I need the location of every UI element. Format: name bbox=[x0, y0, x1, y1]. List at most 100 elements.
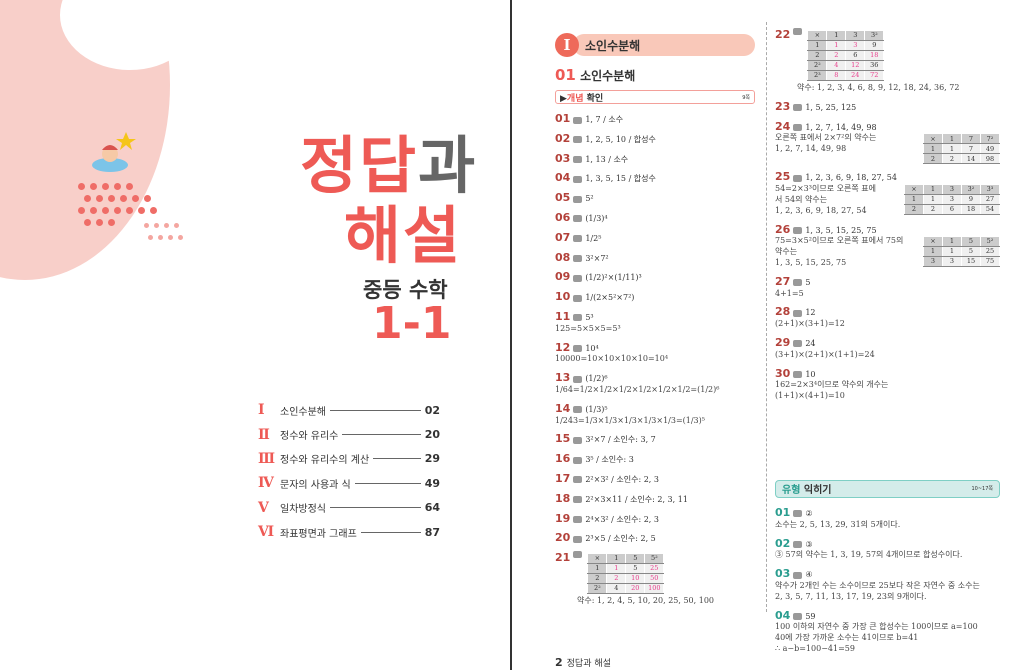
explanation-with-table: 54=2×3³이므로 오른쪽 표에 서 54의 약수는 1, 2, 3, 6, 9,… bbox=[775, 184, 1000, 216]
column-divider bbox=[766, 22, 767, 612]
answer-icon bbox=[573, 294, 583, 302]
explanation: 소수는 2, 5, 13, 29, 31의 5개이다. bbox=[775, 520, 1000, 531]
answer-value: (1/3)⁵ bbox=[585, 404, 608, 414]
cover-title-2: 해설 bbox=[344, 199, 463, 272]
table-cell: 3 bbox=[942, 256, 962, 268]
table-row: 2 2 14 98 bbox=[923, 153, 1000, 165]
dot bbox=[96, 195, 103, 202]
answer-entry: 07 1/2⁵ bbox=[555, 231, 755, 245]
toc-item[interactable]: Ⅵ 좌표평면과 그래프 87 bbox=[258, 520, 440, 544]
explanation: 4+1=5 bbox=[775, 289, 1000, 300]
table-cell: 49 bbox=[980, 143, 1000, 155]
table-cell: 2 bbox=[923, 204, 943, 216]
answer-number: 20 bbox=[555, 531, 571, 545]
answer-entry: 19 2⁴×3² / 소인수: 2, 3 bbox=[555, 512, 755, 526]
explanation-line: 162=2×3⁴이므로 약수의 개수는 bbox=[775, 380, 889, 390]
explanation: ③ 57의 약수는 1, 3, 19, 57의 4개이므로 합성수이다. bbox=[775, 550, 1000, 561]
answer-entry: 06 (1/3)⁴ bbox=[555, 211, 755, 225]
answer-head: 05 5² bbox=[555, 191, 755, 205]
table-cell: 7² bbox=[980, 133, 1000, 145]
answer-head: 27 5 bbox=[775, 275, 1000, 289]
explanation-line: 1/243=1/3×1/3×1/3×1/3×1/3=(1/3)⁵ bbox=[555, 415, 705, 425]
table-row: 1 1 5 25 bbox=[923, 246, 1000, 258]
answer-value: (1/2)⁶ bbox=[585, 374, 608, 384]
toc-label: 문자의 사용과 식 bbox=[280, 479, 351, 491]
table-cell: 5 bbox=[961, 246, 981, 258]
answer-head: 15 3²×7 / 소인수: 3, 7 bbox=[555, 432, 755, 446]
answer-icon bbox=[573, 136, 583, 144]
answer-number: 30 bbox=[775, 366, 791, 380]
toc-chapter-number: Ⅱ bbox=[258, 426, 270, 443]
dot bbox=[154, 223, 159, 228]
answer-icon bbox=[573, 436, 583, 444]
answer-head: 20 2³×5 / 소인수: 2, 5 bbox=[555, 531, 755, 545]
explanation-line: 75=3×5²이므로 오른쪽 표에서 75의 bbox=[775, 236, 904, 246]
table-cell: 24 bbox=[845, 70, 866, 81]
dot bbox=[96, 219, 103, 226]
table-cell: 2 bbox=[606, 573, 627, 585]
answer-icon bbox=[573, 116, 583, 124]
cover-subject: 중등 수학 bbox=[363, 278, 448, 302]
table-cell: 8 bbox=[826, 70, 847, 81]
toc-item[interactable]: Ⅰ 소인수분해 02 bbox=[258, 398, 440, 422]
chapter-header: Ⅰ 소인수분해 bbox=[555, 32, 755, 58]
answer-number: 02 bbox=[775, 536, 791, 550]
explanation: 75=3×5²이므로 오른쪽 표에서 75의 약수는 1, 3, 5, 15, 25… bbox=[775, 236, 903, 268]
answer-icon bbox=[573, 535, 583, 543]
dot bbox=[78, 207, 85, 214]
table-cell: 20 bbox=[625, 583, 646, 595]
answer-number: 27 bbox=[775, 274, 791, 288]
answer-number: 02 bbox=[555, 131, 571, 145]
toc-item[interactable]: Ⅲ 정수와 유리수의 계산 29 bbox=[258, 447, 440, 471]
table-row: 2 2 10 50 bbox=[587, 573, 665, 585]
answer-value: 1/2⁵ bbox=[585, 233, 602, 243]
table-cell: 1 bbox=[807, 40, 828, 51]
dot bbox=[108, 195, 115, 202]
answer-head: 23 1, 5, 25, 125 bbox=[775, 100, 1000, 114]
answer-icon bbox=[793, 510, 803, 518]
divisor-table: × 1 7 7² 1 1 7 49 2 2 14 98 bbox=[923, 133, 1000, 165]
table-cell: 1 bbox=[923, 143, 943, 155]
answer-entry: 04 59 100 이하의 자연수 중 가장 큰 합성수는 100이므로 a=100… bbox=[775, 609, 1000, 655]
dot bbox=[84, 219, 91, 226]
answer-value: 3⁵ / 소인수: 3 bbox=[585, 455, 634, 465]
explanation-line: (3+1)×(2+1)×(1+1)=24 bbox=[775, 349, 875, 359]
answer-number: 07 bbox=[555, 230, 571, 244]
answer-value: 1, 2, 5, 10 / 합성수 bbox=[585, 134, 656, 144]
table-row: × 1 7 7² bbox=[923, 133, 1000, 145]
table-row: × 1 3 3² 3³ bbox=[904, 184, 1000, 196]
answer-entry: 25 1, 2, 3, 6, 9, 18, 27, 54 54=2×3³이므로 오른… bbox=[775, 170, 1000, 216]
answer-entry: 05 5² bbox=[555, 191, 755, 205]
explanation: 100 이하의 자연수 중 가장 큰 합성수는 100이므로 a=100 40에 … bbox=[775, 622, 1000, 654]
table-cell: 18 bbox=[961, 204, 981, 216]
explanation-line: 서 54의 약수는 bbox=[775, 194, 828, 204]
table-cell: 2 bbox=[807, 50, 828, 61]
explanation-line: 1/64=1/2×1/2×1/2×1/2×1/2×1/2=(1/2)⁶ bbox=[555, 384, 720, 394]
answer-value: 10 bbox=[805, 369, 816, 379]
explanation-line: 소수는 2, 5, 13, 29, 31의 5개이다. bbox=[775, 519, 901, 529]
explanation-line: 100 이하의 자연수 중 가장 큰 합성수는 100이므로 a=100 bbox=[775, 622, 978, 632]
toc-item[interactable]: Ⅳ 문자의 사용과 식 49 bbox=[258, 471, 440, 495]
answer-number: 24 bbox=[775, 119, 791, 133]
toc-item[interactable]: Ⅱ 정수와 유리수 20 bbox=[258, 422, 440, 446]
concept-check-box: ▶개념 확인 9쪽 bbox=[555, 90, 755, 104]
answer-entry: 09 (1/2)²×(1/11)³ bbox=[555, 270, 755, 284]
table-cell: 1 bbox=[923, 194, 943, 206]
answer-value: 2³×5 / 소인수: 2, 5 bbox=[585, 534, 656, 544]
table-cell: 27 bbox=[980, 194, 1000, 206]
table-cell: 1 bbox=[587, 563, 608, 575]
answer-value: 2²×3² / 소인수: 2, 3 bbox=[585, 474, 659, 484]
toc-label: 정수와 유리수의 계산 bbox=[280, 455, 370, 467]
explanation-line: ∴ a−b=100−41=59 bbox=[775, 643, 855, 653]
answer-head: 17 2²×3² / 소인수: 2, 3 bbox=[555, 472, 755, 486]
table-cell: 1 bbox=[923, 246, 943, 258]
answer-number: 28 bbox=[775, 305, 791, 319]
table-row: 2³ 8 24 72 bbox=[807, 70, 885, 81]
explanation-line: 1, 2, 3, 6, 9, 18, 27, 54 bbox=[775, 205, 867, 215]
table-cell: × bbox=[904, 184, 924, 196]
toc-item[interactable]: Ⅴ 일차방정식 64 bbox=[258, 496, 440, 520]
table-cell: 3 bbox=[923, 256, 943, 268]
dot bbox=[90, 183, 97, 190]
explanation-line: 오른쪽 표에서 2×7²의 약수는 bbox=[775, 133, 877, 143]
divisor-table: × 1 3 3² 1 1 3 9 2 2 6 18 2² 4 12 36 2³ 8 24 72 bbox=[807, 30, 885, 81]
